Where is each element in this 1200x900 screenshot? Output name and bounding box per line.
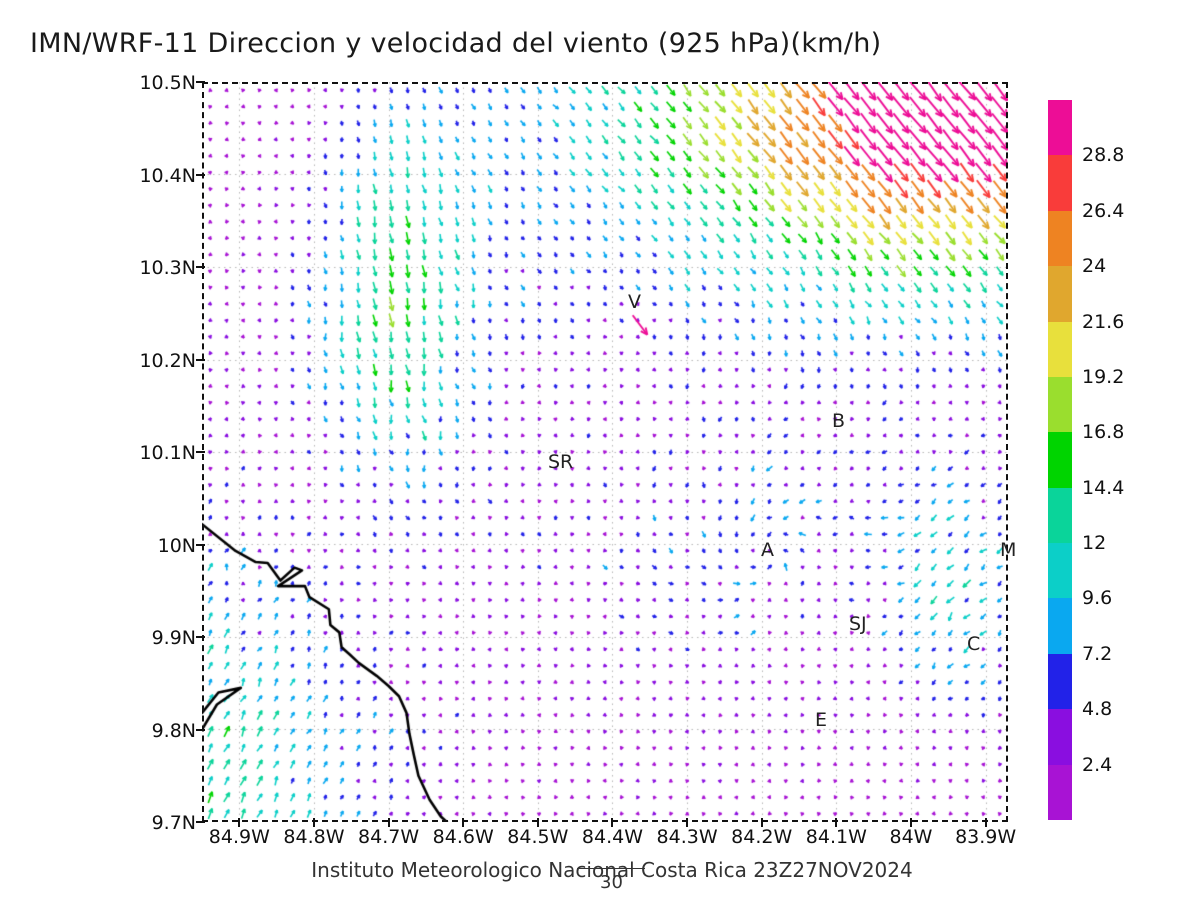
station-label-sj: SJ [849, 613, 867, 635]
colorbar-band [1048, 487, 1072, 543]
y-tick-label: 10.1N [139, 442, 196, 464]
colorbar-band [1048, 764, 1072, 820]
x-tick-label: 84.1W [805, 826, 867, 848]
x-tick-mark [387, 818, 390, 827]
reference-vector-label: 30 [600, 872, 623, 893]
y-tick-label: 10.5N [139, 72, 196, 94]
station-label-e: E [815, 709, 828, 731]
x-tick-mark [611, 818, 614, 827]
station-label-b: B [832, 410, 846, 432]
colorbar-band [1048, 210, 1072, 267]
x-tick-mark [312, 818, 315, 827]
y-tick-label: 9.9N [151, 627, 196, 649]
x-tick-mark [462, 818, 465, 827]
y-tick-label: 10.4N [139, 164, 196, 187]
y-tick-mark [196, 451, 205, 453]
x-tick-label: 84W [889, 826, 933, 848]
x-tick-label: 83.9W [955, 826, 1017, 848]
x-tick-label: 84.9W [208, 826, 270, 848]
colorbar-tick-label: 2.4 [1082, 753, 1113, 776]
x-tick-mark [536, 818, 539, 827]
y-tick-mark [196, 81, 205, 83]
y-tick-mark [196, 636, 205, 638]
station-label-sr: SR [548, 451, 574, 473]
colorbar-tick-label: 19.2 [1082, 365, 1125, 388]
x-tick-label: 84.3W [656, 826, 718, 848]
colorbar-tick-label: 21.6 [1082, 310, 1125, 333]
colorbar-band [1048, 266, 1072, 322]
station-label-c: C [967, 633, 981, 655]
y-tick-label: 10.3N [139, 257, 196, 279]
x-tick-mark [760, 818, 763, 827]
x-tick-mark [984, 818, 987, 827]
x-tick-label: 84.8W [283, 826, 345, 848]
y-tick-mark [196, 358, 205, 361]
colorbar-band [1048, 376, 1072, 433]
colorbar-band [1048, 598, 1072, 654]
footer-text: Instituto Meteorologico Nacional Costa R… [311, 858, 913, 882]
colorbar-band [1048, 155, 1072, 211]
colorbar-tick-label: 28.8 [1082, 144, 1125, 167]
footer-credit: Instituto Meteorologico Nacional Costa R… [0, 858, 1200, 882]
colorbar [1048, 100, 1072, 820]
y-tick-mark [196, 173, 205, 176]
colorbar-tick-label: 24 [1082, 255, 1107, 278]
x-tick-label: 84.7W [358, 826, 420, 848]
station-label-m: M [1000, 539, 1017, 561]
y-tick-label: 9.8N [151, 719, 196, 742]
chart-title: IMN/WRF-11 Direccion y velocidad del vie… [30, 28, 882, 59]
colorbar-tick-label: 7.2 [1082, 642, 1113, 665]
y-tick-mark [196, 728, 205, 731]
x-tick-label: 84.2W [731, 826, 793, 848]
colorbar-band [1048, 653, 1072, 710]
x-tick-label: 84.5W [507, 826, 569, 848]
colorbar-tick-label: 4.8 [1082, 698, 1113, 721]
y-tick-label: 10N [157, 534, 196, 557]
colorbar-band [1048, 709, 1072, 765]
colorbar-band [1048, 100, 1072, 156]
colorbar-tick-label: 12 [1082, 532, 1107, 555]
x-tick-mark [909, 818, 912, 827]
reference-vector-bar [577, 868, 645, 869]
colorbar-band [1048, 321, 1072, 377]
wind-vector-field [202, 82, 1008, 822]
y-tick-label: 10.2N [139, 349, 196, 372]
station-label-a: A [761, 539, 774, 561]
colorbar-tick-label: 14.4 [1082, 476, 1125, 499]
y-tick-label: 9.7N [151, 812, 196, 834]
colorbar-tick-label: 9.6 [1082, 587, 1113, 610]
y-tick-mark [196, 543, 205, 546]
x-tick-mark [686, 818, 689, 827]
colorbar-tick-label: 26.4 [1082, 199, 1125, 222]
colorbar-tick-label: 16.8 [1082, 421, 1125, 444]
y-tick-mark [196, 821, 205, 823]
y-tick-mark [196, 266, 205, 268]
x-tick-label: 84.4W [581, 826, 643, 848]
station-label-v: V [628, 291, 641, 313]
colorbar-band [1048, 543, 1072, 599]
plot-area [202, 82, 1008, 822]
colorbar-band [1048, 432, 1072, 488]
x-tick-mark [238, 818, 241, 827]
x-tick-mark [835, 818, 838, 827]
x-tick-label: 84.6W [432, 826, 494, 848]
